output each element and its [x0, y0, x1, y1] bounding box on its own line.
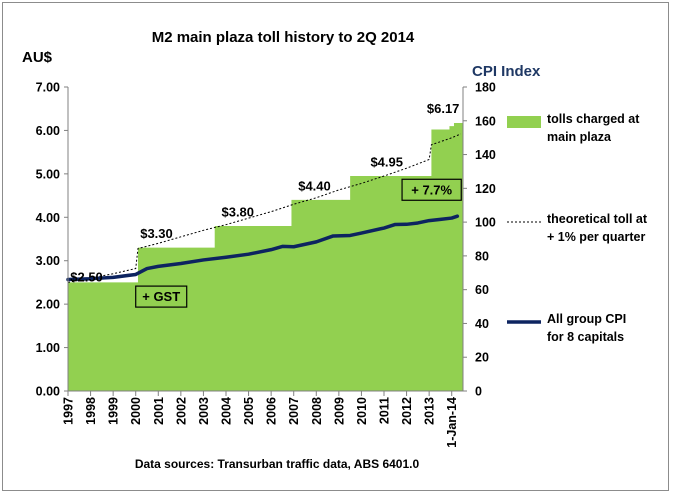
- right-tick-label: 40: [475, 317, 489, 331]
- toll-area: [68, 123, 463, 391]
- left-tick-label: 3.00: [36, 254, 60, 268]
- annotations: $2.50 $3.30 $3.80 $4.40 $4.95 $6.17 + GST + 7.7…: [70, 101, 462, 308]
- data-source: Data sources: Transurban traffic data, A…: [135, 457, 420, 471]
- chart-title: M2 main plaza toll history to 2Q 2014: [152, 29, 415, 46]
- axes: 0.00 1.00 2.00 3.00 4.00 5.00 6.00 7.00 0 20 40 60 8…: [36, 81, 496, 448]
- x-tick-label: 2008: [310, 397, 324, 425]
- right-tick-label: 0: [475, 385, 482, 399]
- x-tick-label: 2003: [197, 397, 211, 425]
- left-tick-label: 7.00: [36, 81, 60, 95]
- legend-label: main plaza: [547, 130, 612, 144]
- x-tick-label: 1999: [107, 397, 121, 425]
- left-tick-label: 1.00: [36, 341, 60, 355]
- price-label: $4.95: [370, 154, 403, 169]
- legend-swatch-toll: [507, 116, 541, 128]
- x-tick-label: 2001: [152, 397, 166, 425]
- theoretical-toll-line: [67, 133, 461, 283]
- left-tick-label: 0.00: [36, 385, 60, 399]
- left-tick-label: 2.00: [36, 298, 60, 312]
- legend: tolls charged at main plaza theoretical to…: [507, 112, 648, 344]
- legend-label: for 8 capitals: [547, 330, 624, 344]
- x-tick-label: 2013: [423, 397, 437, 425]
- legend-label: theoretical toll at: [547, 212, 648, 226]
- annotation-label: + 7.7%: [411, 182, 452, 197]
- legend-label: tolls charged at: [547, 112, 640, 126]
- annotation-label: + GST: [142, 289, 180, 304]
- right-tick-label: 140: [475, 148, 496, 162]
- right-tick-label: 20: [475, 351, 489, 365]
- price-label: $3.30: [140, 226, 173, 241]
- legend-label: All group CPI: [547, 312, 626, 326]
- x-tick-label: 2007: [287, 397, 301, 425]
- left-tick-label: 5.00: [36, 167, 60, 181]
- price-label: $2.50: [70, 270, 103, 285]
- x-tick-label: 2011: [378, 397, 392, 424]
- x-tick-label: 1997: [62, 397, 76, 425]
- price-label: $4.40: [298, 178, 331, 193]
- x-tick-label: 2012: [400, 397, 414, 425]
- left-axis-unit: AU$: [22, 49, 53, 66]
- x-tick-label: 2004: [220, 397, 234, 425]
- x-tick-label: 2005: [242, 397, 256, 425]
- annotation-box: [401, 178, 462, 201]
- cpi-line: [66, 214, 460, 282]
- right-tick-label: 180: [475, 81, 496, 95]
- x-tick-label: 2009: [332, 397, 346, 425]
- x-tick-label: 2002: [174, 397, 188, 425]
- x-tick-label: 2006: [265, 397, 279, 425]
- x-tick-label: 2000: [129, 397, 143, 425]
- plot-area: [66, 123, 463, 391]
- right-tick-label: 60: [475, 283, 489, 297]
- right-tick-label: 160: [475, 114, 496, 128]
- right-tick-label: 100: [475, 216, 496, 230]
- annotation-box: [135, 285, 188, 308]
- price-label: $3.80: [221, 204, 254, 219]
- left-tick-label: 6.00: [36, 124, 60, 138]
- price-label: $6.17: [427, 101, 460, 116]
- legend-label: + 1% per quarter: [547, 230, 645, 244]
- right-axis-title: CPI Index: [472, 63, 541, 80]
- x-tick-label: 2010: [355, 397, 369, 425]
- right-tick-label: 120: [475, 182, 496, 196]
- left-tick-label: 4.00: [36, 211, 60, 225]
- x-tick-label: 1998: [84, 397, 98, 425]
- right-tick-label: 80: [475, 249, 489, 263]
- chart-frame: [2, 2, 669, 491]
- x-tick-label: 1-Jan-14: [445, 397, 459, 448]
